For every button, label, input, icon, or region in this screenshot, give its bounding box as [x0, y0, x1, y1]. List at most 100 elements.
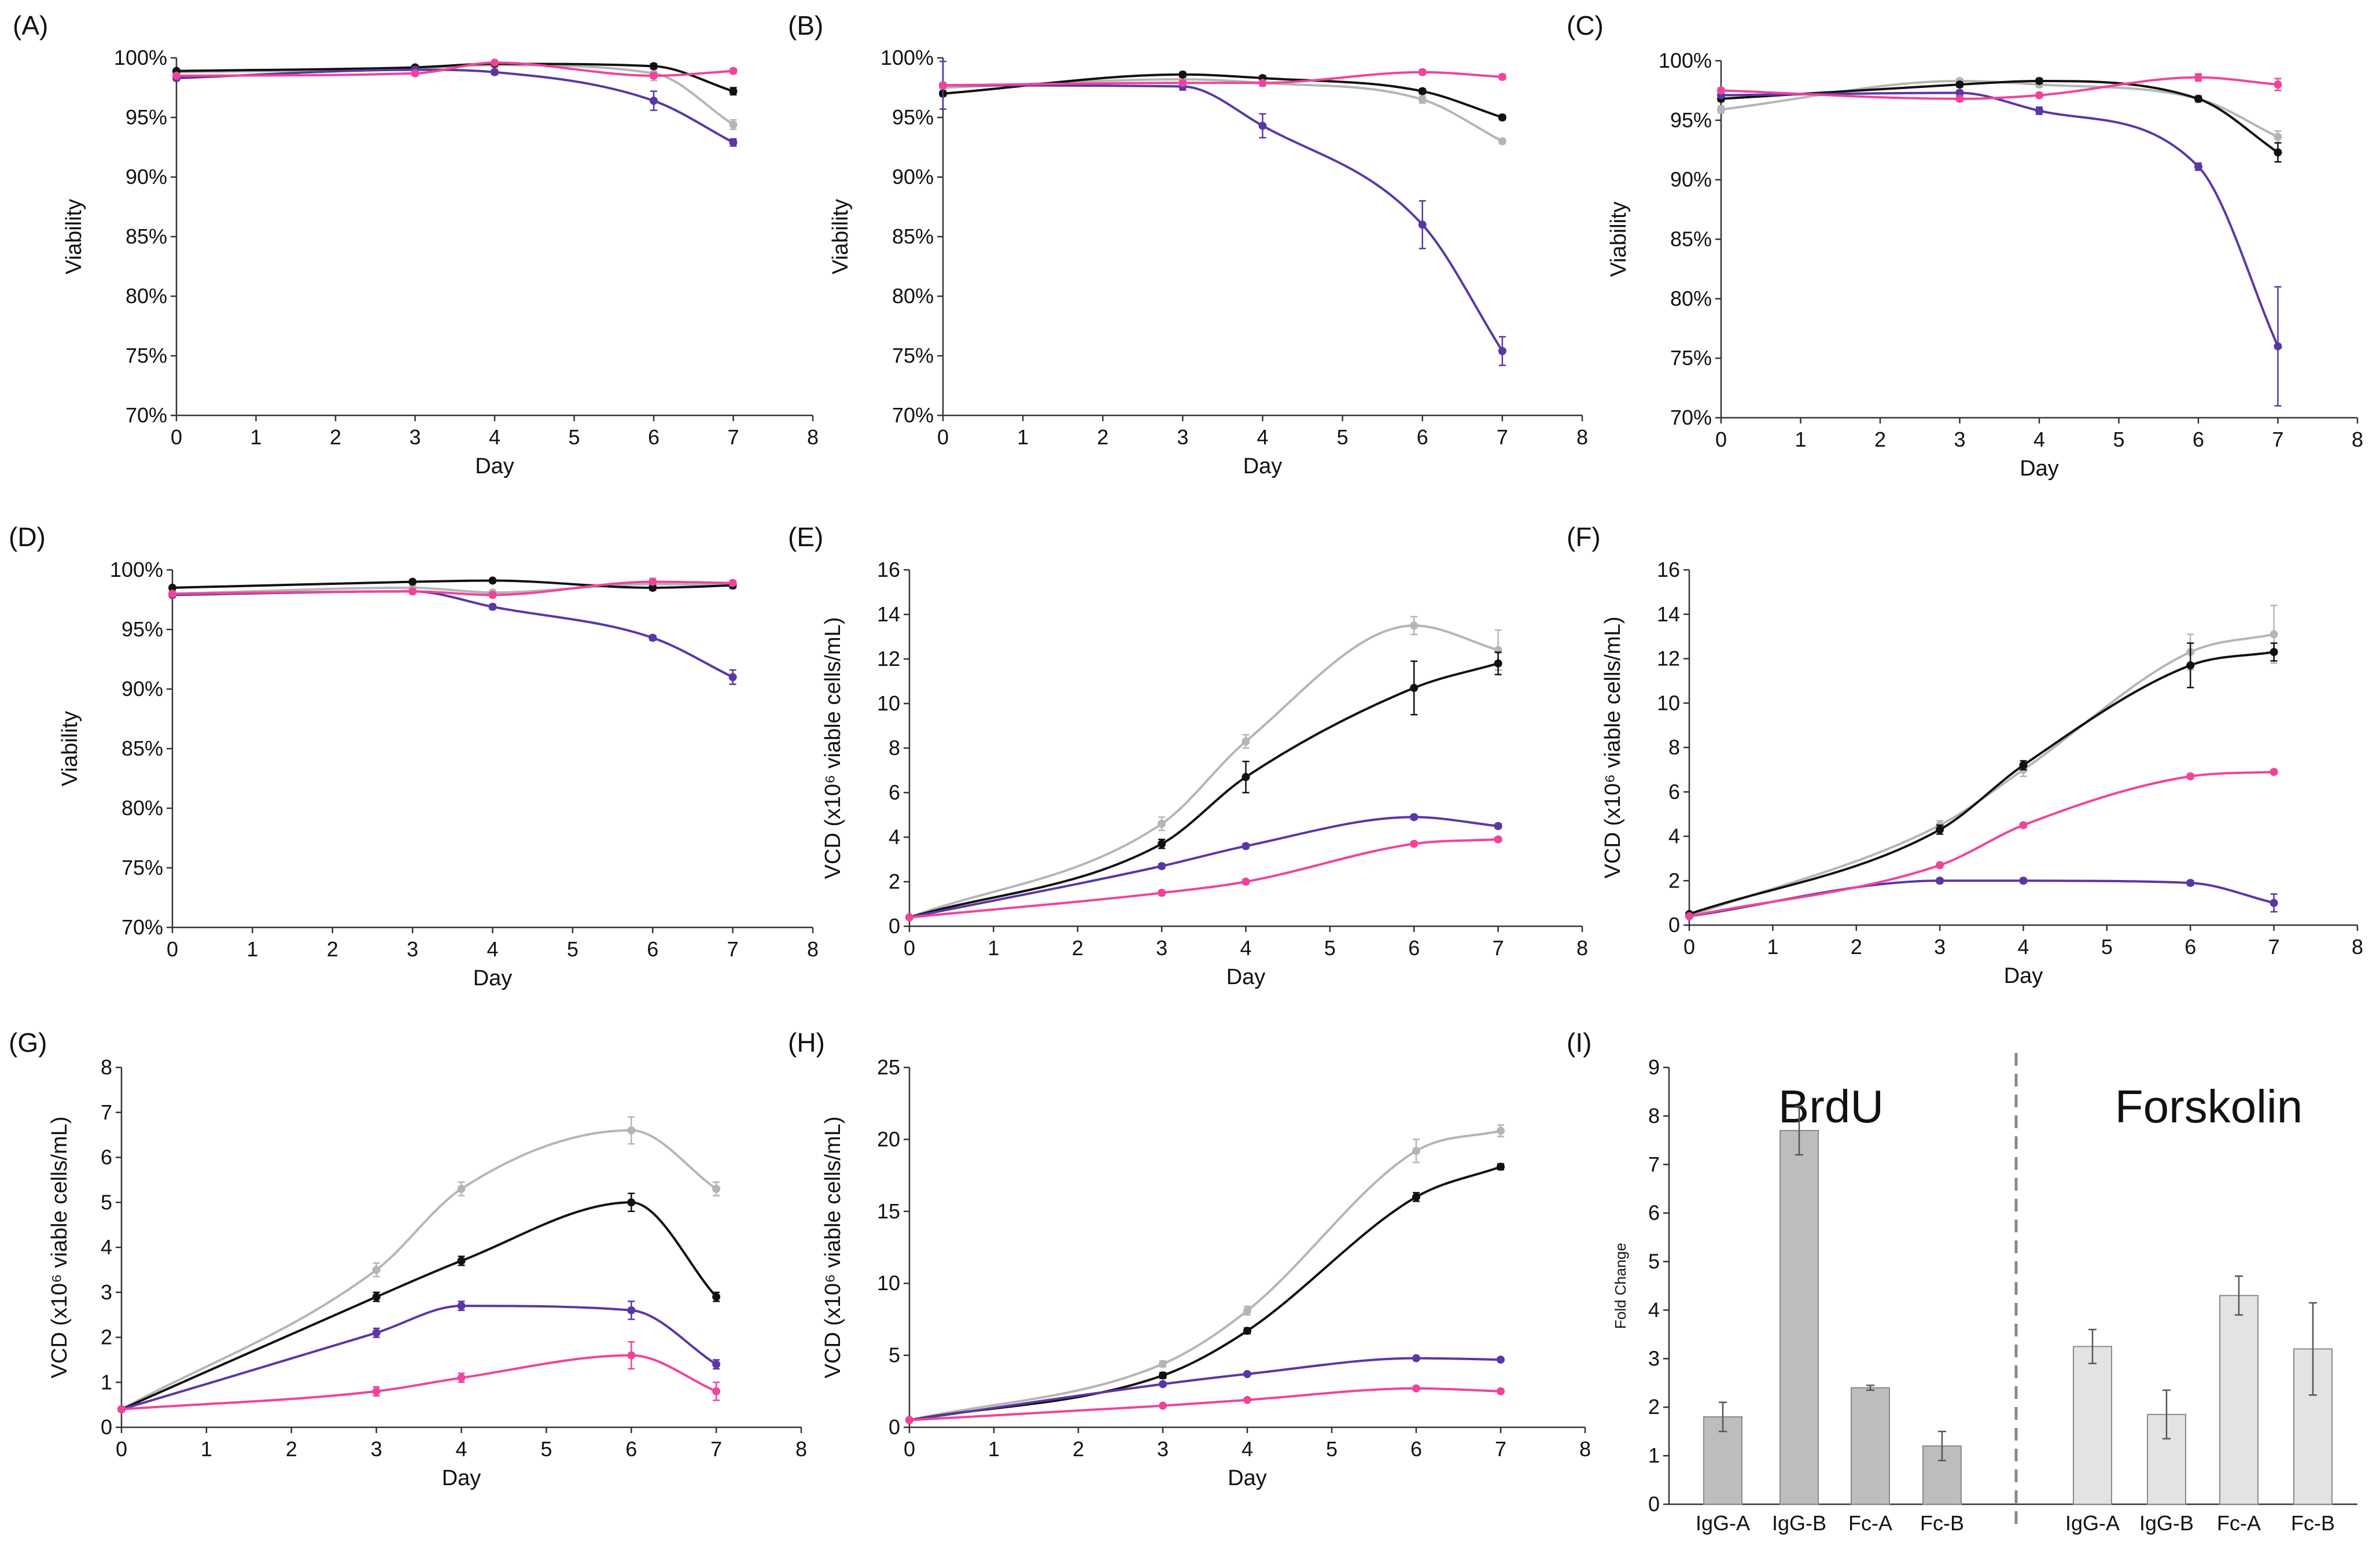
y-tick-label: 70%	[121, 915, 163, 939]
x-tick-label: 2	[1072, 936, 1084, 960]
data-point-pink	[939, 81, 947, 90]
x-tick-label: 4	[1240, 936, 1251, 960]
y-tick-label: 70%	[892, 403, 934, 427]
data-point-black	[457, 1257, 466, 1265]
data-point-pink	[408, 587, 417, 596]
x-tick-label: 3	[1934, 935, 1946, 959]
series-pink	[939, 68, 1506, 90]
x-tick-label: 8	[807, 425, 819, 449]
x-tick-label: 6	[2184, 935, 2196, 959]
data-point-purple	[491, 68, 499, 76]
data-point-pink	[1258, 79, 1267, 87]
x-tick-label: 7	[727, 937, 739, 961]
x-tick-label: 5	[1326, 1437, 1338, 1461]
series-line-pink	[121, 1354, 717, 1411]
category-label: IgG-A	[1696, 1511, 1750, 1535]
series-pink	[168, 577, 737, 599]
y-tick-label: 15	[877, 1199, 900, 1223]
y-tick-label: 9	[1648, 1055, 1660, 1079]
data-point-purple	[1258, 121, 1267, 130]
y-tick-label: 2	[1668, 868, 1680, 892]
y-tick-label: 0	[1668, 913, 1680, 937]
x-tick-label: 5	[567, 937, 579, 961]
y-tick-label: 85%	[1670, 227, 1712, 251]
panel-letter: (I)	[1567, 1028, 1591, 1058]
data-point-purple	[729, 138, 738, 147]
data-point-black	[649, 583, 657, 592]
x-tick-label: 0	[1683, 935, 1695, 959]
x-tick-label: 1	[1795, 428, 1806, 451]
data-point-pink	[1412, 1384, 1420, 1393]
series-line-pink	[172, 580, 733, 596]
data-point-purple	[457, 1302, 466, 1310]
data-point-pink	[2035, 91, 2043, 100]
category-label: IgG-A	[2065, 1511, 2120, 1535]
data-point-black	[1241, 773, 1250, 782]
y-tick-label: 10	[1657, 691, 1680, 715]
data-point-pink	[627, 1351, 636, 1360]
y-tick-label: 14	[877, 602, 900, 626]
data-point-black	[1955, 80, 1964, 89]
data-point-pink	[372, 1387, 381, 1395]
data-point-purple	[1241, 842, 1250, 850]
y-tick-label: 3	[101, 1280, 112, 1304]
y-tick-label: 95%	[126, 105, 167, 129]
data-point-grey	[1498, 137, 1506, 146]
group-title: Forskolin	[2115, 1081, 2303, 1132]
series-line-black	[172, 579, 733, 589]
data-point-black	[2274, 148, 2282, 157]
x-tick-label: 6	[1410, 1437, 1422, 1461]
series-black	[1685, 642, 2278, 918]
y-tick-label: 85%	[126, 224, 167, 248]
data-point-black	[1494, 659, 1502, 668]
series-line-grey	[121, 1129, 717, 1411]
y-tick-label: 10	[877, 1271, 900, 1295]
data-point-black	[1178, 70, 1187, 79]
data-point-grey	[372, 1265, 381, 1274]
panel-a: (A) 70% 75% 80% 85% 90% 95% 100% Viability 0 1 2 3 4 5…	[13, 10, 819, 478]
x-tick-label: 6	[625, 1437, 637, 1461]
data-point-pink	[649, 577, 657, 586]
x-tick-label: 6	[1408, 936, 1420, 960]
x-tick-label: 7	[2268, 935, 2280, 959]
y-tick-label: 75%	[121, 856, 163, 879]
y-tick-label: 16	[877, 558, 900, 581]
y-tick-label: 7	[1648, 1152, 1660, 1176]
x-tick-label: 1	[1767, 935, 1778, 959]
data-point-pink	[1241, 878, 1250, 886]
x-tick-label: 3	[1156, 936, 1167, 960]
y-tick-label: 4	[1648, 1298, 1660, 1321]
y-tick-label: 0	[101, 1415, 112, 1439]
series-line-black	[909, 662, 1499, 919]
y-axis-title: Viability	[828, 199, 853, 274]
y-tick-label: 1	[1648, 1443, 1660, 1467]
y-tick-label: 0	[1648, 1492, 1660, 1516]
data-point-black	[488, 576, 497, 585]
bar	[1780, 1130, 1819, 1505]
panel-g: (G) 0 1 2 3 4 5 6 7 8 VCD (x10⁶ viable cells/mL) 0 1…	[9, 1028, 807, 1490]
data-point-black	[2270, 647, 2278, 656]
panel-letter: (A)	[13, 10, 48, 40]
data-point-black	[627, 1198, 636, 1207]
x-tick-label: 1	[988, 1437, 1000, 1461]
data-point-grey	[1418, 95, 1427, 104]
y-axis-title: VCD (x10⁶ viable cells/mL)	[47, 1117, 72, 1379]
y-tick-label: 12	[1657, 647, 1680, 671]
x-tick-label: 8	[2352, 935, 2363, 959]
y-tick-label: 3	[1648, 1346, 1660, 1370]
x-axis-title: Day	[2004, 964, 2043, 988]
panel-letter: (F)	[1567, 522, 1601, 552]
category-label: Fc-A	[2217, 1511, 2261, 1535]
x-tick-label: 5	[568, 425, 580, 449]
y-tick-label: 75%	[1670, 346, 1712, 370]
panel-letter: (B)	[788, 10, 823, 40]
data-point-pink	[117, 1405, 126, 1413]
data-point-purple	[372, 1328, 381, 1337]
series-line-purple	[909, 1357, 1501, 1422]
x-tick-label: 8	[1579, 1437, 1591, 1461]
data-point-pink	[1717, 86, 1725, 95]
x-tick-label: 7	[727, 425, 739, 449]
y-tick-label: 80%	[892, 284, 934, 308]
x-tick-label: 7	[1497, 425, 1508, 449]
